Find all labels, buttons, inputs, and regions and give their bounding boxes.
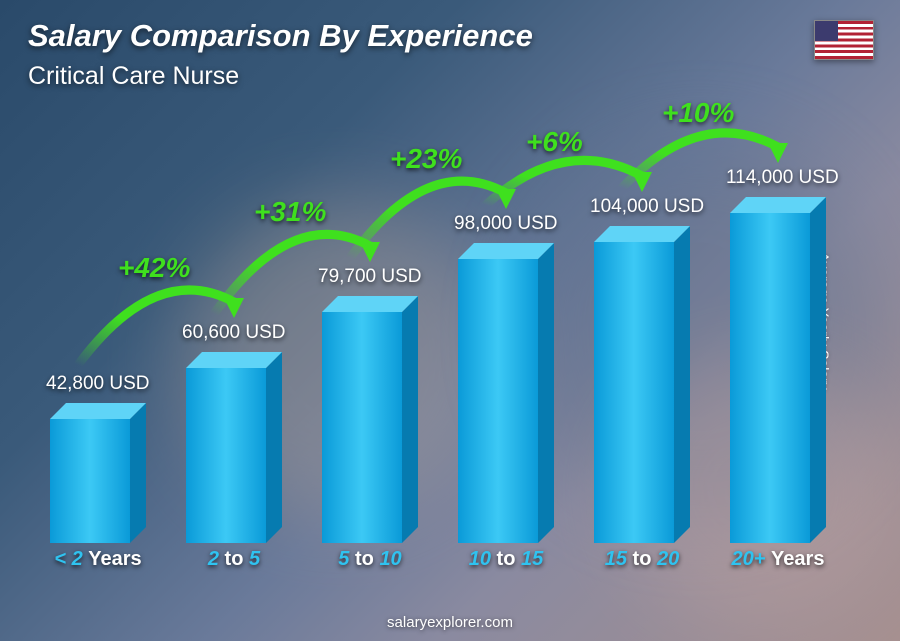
chart-subtitle: Critical Care Nurse [28,62,239,91]
arrowhead-icon [768,143,788,163]
increase-pct-label: +10% [662,97,734,129]
chart-canvas: Salary Comparison By Experience Critical… [0,0,900,641]
footer-attribution: salaryexplorer.com [387,614,513,631]
bar-chart: 42,800 USD< 2 Years60,600 USD2 to 579,70… [40,101,860,571]
increase-arrow [40,101,860,571]
arrow-path [622,133,778,188]
chart-title: Salary Comparison By Experience [28,18,533,54]
flag-icon [814,20,874,60]
